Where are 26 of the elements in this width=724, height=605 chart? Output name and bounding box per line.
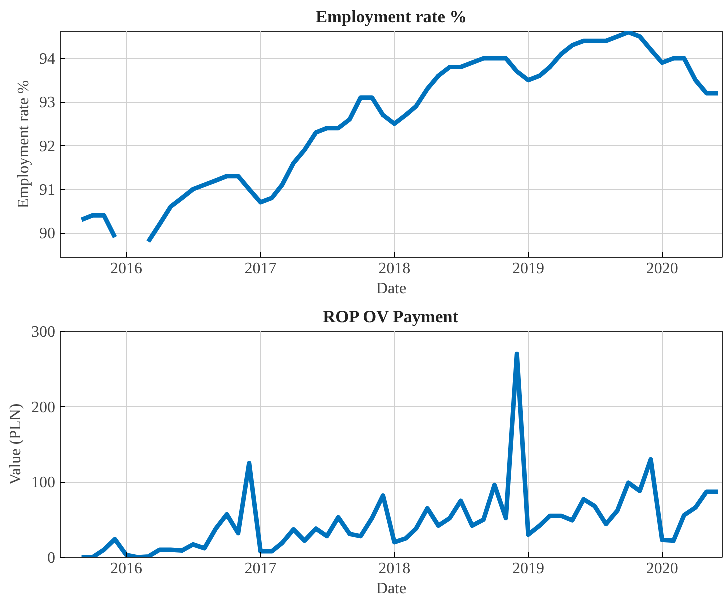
x-tick-label: 2018	[378, 260, 411, 278]
x-tick-label: 2020	[646, 260, 678, 278]
y-tick-label: 92	[40, 138, 56, 156]
y-tick-label: 100	[32, 474, 56, 492]
x-tick-label: 2019	[512, 260, 544, 278]
y-tick-label: 94	[40, 51, 56, 68]
y-tick-label: 200	[32, 399, 56, 416]
chart-title: ROP OV Payment	[323, 308, 459, 326]
x-tick-label: 2017	[244, 560, 277, 578]
x-tick-label: 2018	[378, 560, 411, 578]
y-tick-label: 0	[48, 550, 56, 567]
y-tick-label: 90	[40, 226, 56, 243]
x-tick-label: 2016	[110, 260, 143, 278]
x-tick-label: 2020	[646, 560, 678, 578]
x-axis-title: Date	[376, 580, 407, 598]
x-axis-title: Date	[376, 280, 407, 298]
y-axis-title: Value (PLN)	[8, 404, 24, 486]
y-tick-label: 93	[40, 94, 56, 112]
line-series	[80, 352, 720, 558]
x-tick-label: 2019	[512, 560, 544, 578]
y-tick-label: 300	[32, 324, 56, 341]
chart-title: Employment rate %	[316, 8, 468, 26]
x-tick-label: 2016	[110, 560, 143, 578]
y-axis-title: Employment rate %	[16, 80, 32, 208]
y-tick-label: 91	[40, 182, 56, 199]
x-tick-label: 2017	[244, 260, 277, 278]
